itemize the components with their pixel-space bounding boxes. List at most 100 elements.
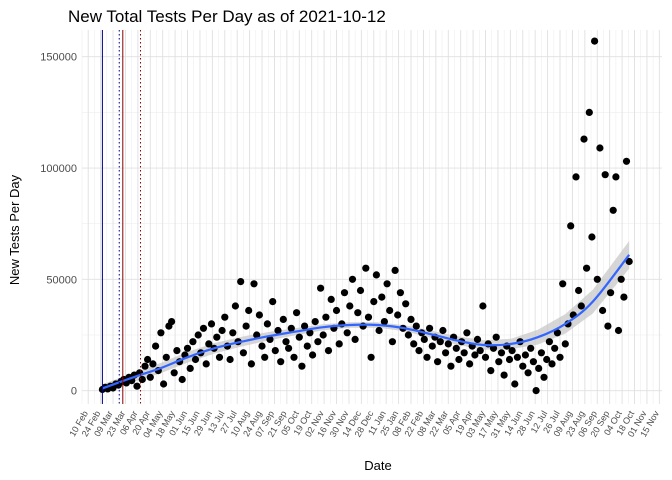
data-point — [370, 298, 378, 306]
data-point — [434, 358, 442, 366]
data-point — [343, 329, 351, 337]
data-point — [476, 347, 484, 355]
data-point — [396, 289, 404, 297]
data-point — [293, 309, 301, 317]
data-point — [548, 360, 556, 368]
y-tick-label: 50000 — [46, 274, 77, 286]
data-point — [540, 373, 548, 381]
data-point — [620, 293, 628, 301]
data-point — [168, 318, 176, 326]
data-point — [556, 353, 564, 361]
y-axis-ticks: 0 50000 100000 150000 — [40, 52, 77, 398]
data-point — [303, 342, 311, 350]
data-point — [287, 324, 295, 332]
data-point — [183, 344, 192, 352]
data-point — [199, 324, 208, 332]
data-point — [452, 344, 460, 352]
data-point — [489, 344, 498, 352]
data-point — [487, 367, 495, 375]
data-point — [319, 331, 327, 339]
data-point — [415, 347, 423, 355]
data-point — [391, 266, 399, 274]
data-point — [306, 329, 314, 337]
data-point — [580, 135, 588, 143]
data-point — [372, 271, 380, 279]
reference-lines — [101, 30, 142, 404]
data-point — [138, 375, 146, 384]
data-point — [266, 335, 274, 343]
data-point — [407, 315, 415, 323]
data-point — [375, 326, 383, 335]
data-point — [144, 355, 152, 364]
data-point — [577, 302, 585, 310]
data-point — [340, 289, 349, 297]
smooth-trend-line — [102, 254, 631, 390]
data-point — [513, 353, 522, 361]
data-point — [277, 358, 285, 366]
data-point — [314, 338, 322, 346]
data-point — [559, 280, 567, 288]
data-point — [519, 362, 527, 370]
data-point — [258, 342, 266, 350]
data-point — [444, 340, 452, 348]
trend-line — [102, 254, 631, 390]
data-point — [213, 333, 221, 341]
data-point — [617, 275, 625, 283]
data-point — [160, 380, 168, 388]
data-point — [508, 347, 516, 355]
data-point — [354, 309, 362, 317]
data-point — [255, 311, 263, 319]
data-point — [402, 300, 410, 308]
data-point — [386, 306, 394, 315]
chart-title: New Total Tests Per Day as of 2021-10-12 — [68, 7, 386, 26]
data-point — [545, 338, 554, 346]
data-point — [282, 338, 290, 346]
data-point — [497, 349, 506, 357]
data-point — [327, 295, 335, 303]
data-point — [529, 358, 538, 366]
data-point — [189, 338, 197, 346]
data-point — [492, 333, 500, 341]
data-point — [380, 318, 388, 326]
data-point — [553, 329, 562, 337]
data-point — [250, 280, 258, 288]
data-point — [442, 349, 450, 357]
data-point — [420, 335, 428, 343]
data-point — [178, 375, 186, 384]
data-point — [404, 331, 412, 339]
data-point — [207, 320, 216, 328]
data-point — [614, 326, 623, 335]
data-point — [567, 222, 575, 230]
data-point — [351, 335, 359, 343]
data-point — [521, 351, 530, 359]
data-point — [202, 360, 210, 368]
data-point — [242, 322, 250, 330]
data-point — [247, 360, 255, 368]
data-point — [622, 157, 631, 165]
data-point — [593, 275, 601, 283]
data-point — [466, 360, 474, 368]
data-point — [239, 349, 247, 357]
data-point — [426, 324, 434, 332]
data-point — [146, 373, 154, 381]
data-point — [455, 355, 463, 364]
data-point — [612, 173, 620, 181]
data-point — [604, 322, 612, 330]
data-point — [388, 338, 396, 346]
data-point — [585, 108, 593, 116]
data-point — [311, 318, 319, 326]
data-point — [572, 173, 580, 181]
data-point — [479, 302, 487, 310]
data-point — [162, 353, 170, 361]
data-point — [575, 286, 583, 295]
data-point — [271, 347, 279, 355]
data-point — [500, 371, 508, 379]
data-point — [253, 331, 261, 339]
data-point — [261, 353, 269, 361]
data-point — [141, 362, 149, 370]
data-point — [231, 302, 239, 310]
y-tick-label: 150000 — [40, 52, 77, 64]
data-point — [218, 326, 226, 335]
